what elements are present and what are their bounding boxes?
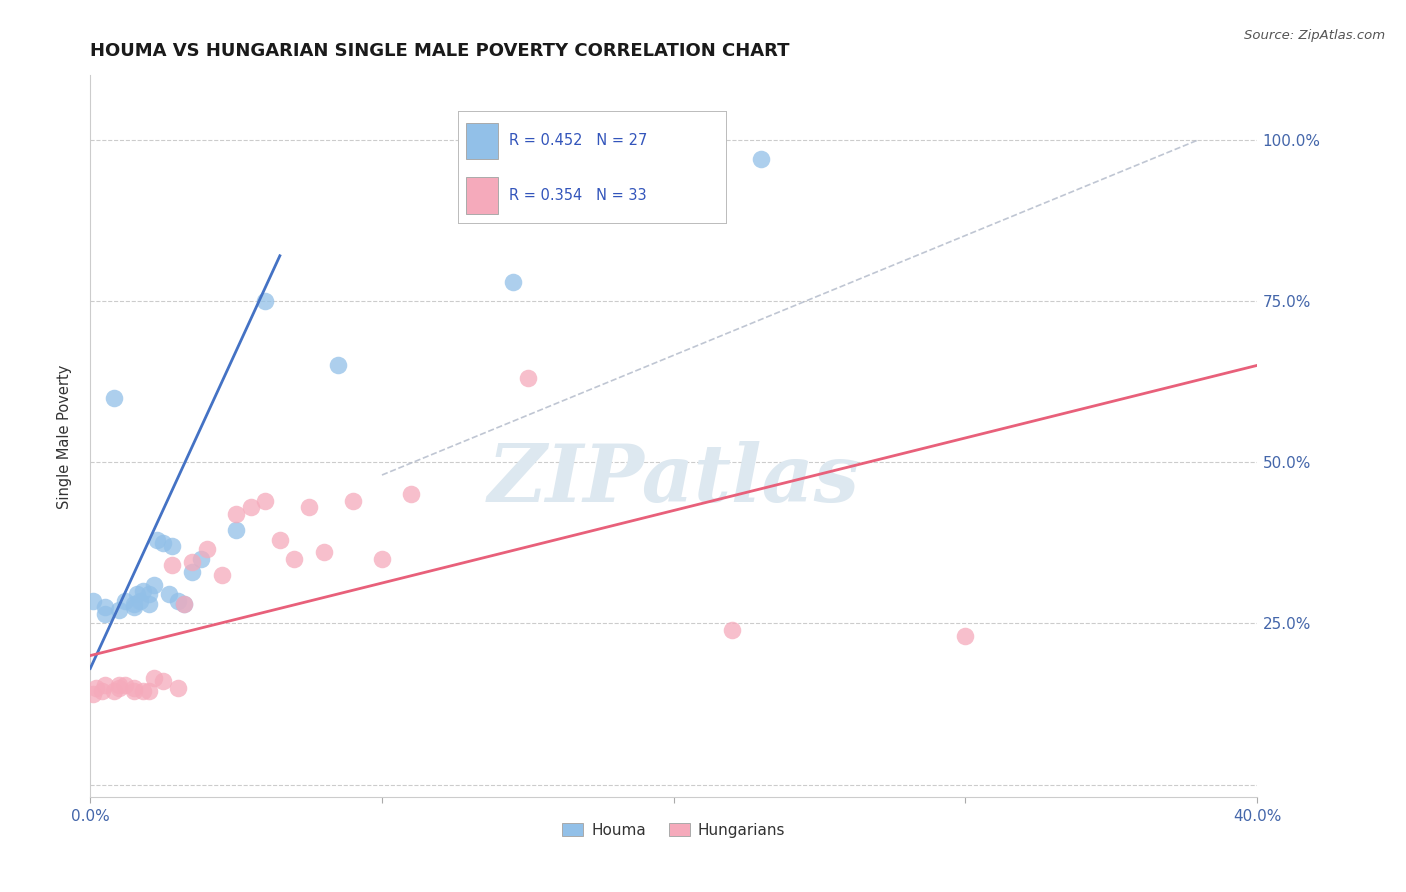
Point xyxy=(103,684,125,698)
Point xyxy=(342,493,364,508)
Point xyxy=(138,684,160,698)
Point xyxy=(132,584,155,599)
Y-axis label: Single Male Poverty: Single Male Poverty xyxy=(58,364,72,508)
Text: Source: ZipAtlas.com: Source: ZipAtlas.com xyxy=(1244,29,1385,42)
Point xyxy=(211,568,233,582)
Point xyxy=(152,535,174,549)
Point xyxy=(157,587,180,601)
Point xyxy=(146,533,169,547)
Point xyxy=(143,671,166,685)
Point xyxy=(160,539,183,553)
Point xyxy=(749,152,772,166)
Point xyxy=(283,552,305,566)
Point xyxy=(143,577,166,591)
Point xyxy=(84,681,107,695)
Point xyxy=(108,681,131,695)
Point xyxy=(82,594,104,608)
Point xyxy=(152,674,174,689)
Point xyxy=(94,677,117,691)
Point xyxy=(132,684,155,698)
Point xyxy=(114,677,136,691)
Point xyxy=(399,487,422,501)
Point xyxy=(122,597,145,611)
Point xyxy=(160,558,183,573)
Point xyxy=(225,507,247,521)
Point xyxy=(190,552,212,566)
Point xyxy=(312,545,335,559)
Point xyxy=(173,597,195,611)
Point xyxy=(108,677,131,691)
Point xyxy=(298,500,321,515)
Point xyxy=(721,623,744,637)
Point xyxy=(502,275,524,289)
Point xyxy=(114,594,136,608)
Point xyxy=(138,587,160,601)
Point xyxy=(103,391,125,405)
Point xyxy=(125,587,148,601)
Point xyxy=(166,594,188,608)
Point xyxy=(328,359,350,373)
Point xyxy=(955,629,977,643)
Point xyxy=(122,684,145,698)
Point xyxy=(122,681,145,695)
Legend: Houma, Hungarians: Houma, Hungarians xyxy=(555,817,792,844)
Point xyxy=(166,681,188,695)
Point xyxy=(516,371,538,385)
Text: HOUMA VS HUNGARIAN SINGLE MALE POVERTY CORRELATION CHART: HOUMA VS HUNGARIAN SINGLE MALE POVERTY C… xyxy=(90,42,790,60)
Point xyxy=(181,565,204,579)
Point xyxy=(181,555,204,569)
Point xyxy=(254,493,277,508)
Point xyxy=(122,600,145,615)
Point xyxy=(239,500,262,515)
Point xyxy=(173,597,195,611)
Point xyxy=(269,533,291,547)
Point xyxy=(138,597,160,611)
Point xyxy=(90,684,112,698)
Point xyxy=(195,542,218,557)
Point xyxy=(371,552,394,566)
Point xyxy=(82,687,104,701)
Point xyxy=(108,603,131,617)
Text: ZIPatlas: ZIPatlas xyxy=(488,441,859,518)
Point xyxy=(225,523,247,537)
Point xyxy=(128,594,150,608)
Point xyxy=(254,293,277,308)
Point xyxy=(94,600,117,615)
Point xyxy=(94,607,117,621)
